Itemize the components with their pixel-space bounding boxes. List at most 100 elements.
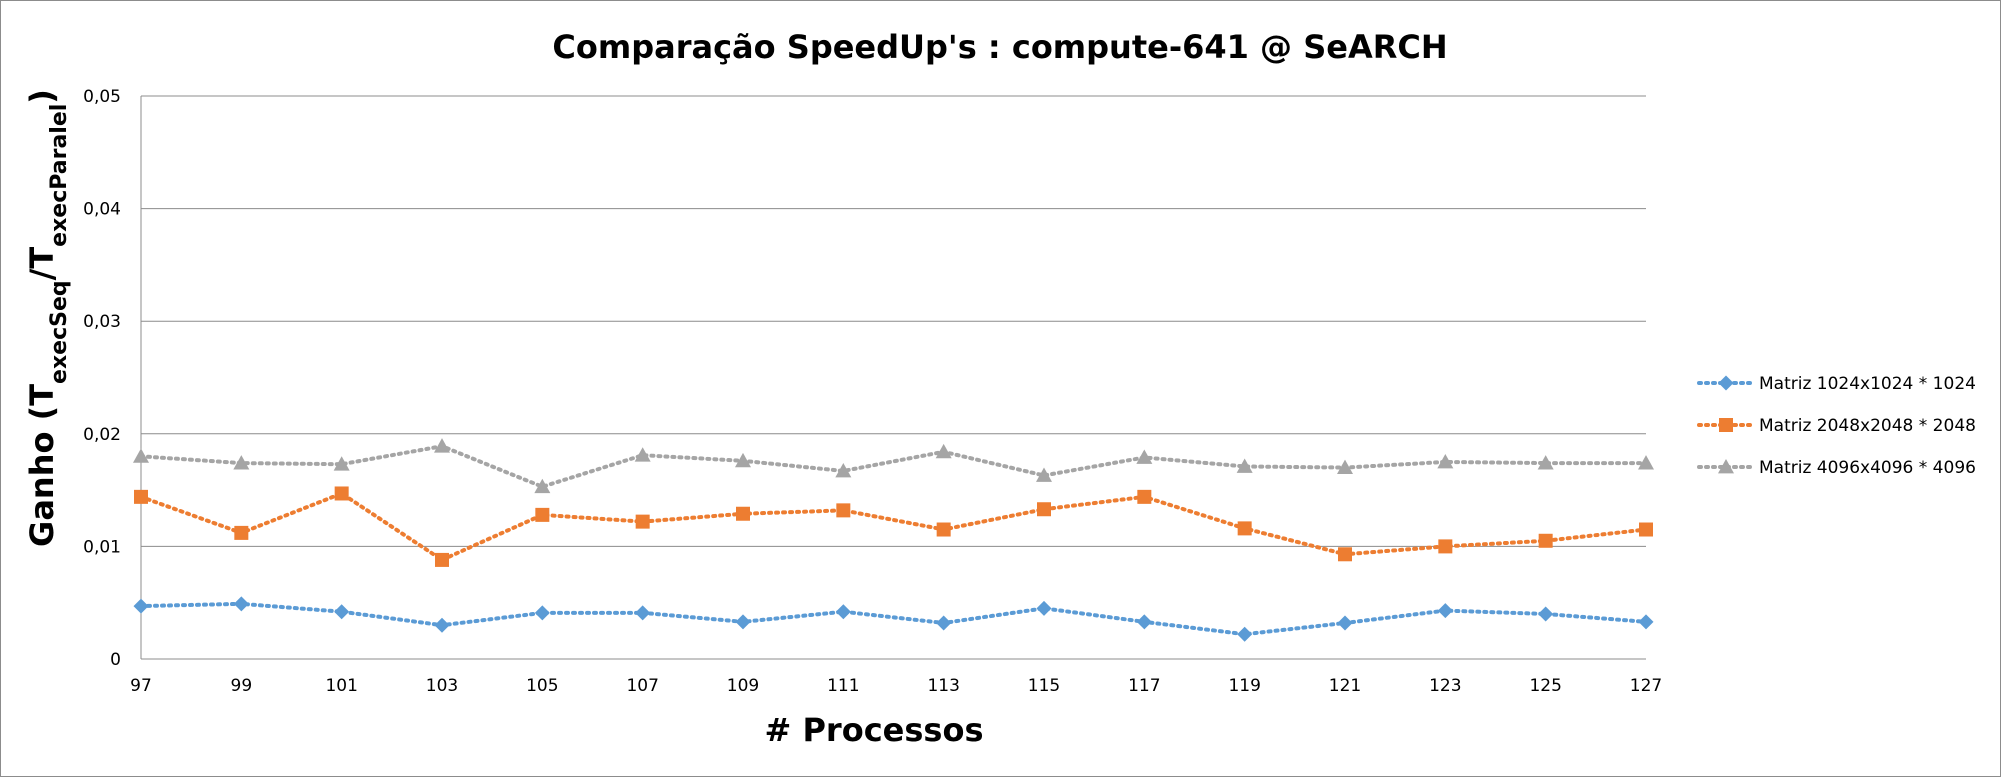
legend-label: Matriz 2048x2048 * 2048 (1759, 416, 1976, 436)
data-point (434, 617, 450, 633)
y-axis-title: Ganho (TexecSeq/TexecParalel) (23, 89, 72, 547)
x-tick-label: 99 (231, 676, 253, 696)
x-tick-label: 111 (827, 676, 859, 696)
series-line (139, 491, 1648, 563)
data-point (1136, 449, 1153, 464)
chart-title: Comparação SpeedUp's : compute-641 @ SeA… (552, 28, 1447, 66)
data-point (333, 456, 350, 471)
y-axis-title-sub2: execParalel (47, 104, 72, 247)
y-tick-label: 0,04 (83, 200, 121, 220)
x-tick-label: 107 (626, 676, 658, 696)
data-point (435, 552, 449, 567)
series-2 (134, 486, 1653, 567)
x-tick-label: 109 (727, 676, 759, 696)
data-point (534, 478, 551, 494)
x-tick-label: 113 (927, 676, 959, 696)
data-point (1236, 458, 1253, 473)
data-point (1638, 455, 1654, 470)
y-axis-title-slash: /T (23, 247, 61, 281)
data-point (1538, 606, 1554, 622)
data-point (1437, 603, 1453, 619)
y-tick-labels: 0 0,01 0,02 0,03 0,04 0,05 (83, 87, 121, 670)
x-tick-label: 101 (325, 676, 357, 696)
series-3 (133, 438, 1654, 494)
grid-layer (140, 95, 1646, 660)
data-point (134, 489, 148, 504)
data-point (233, 455, 250, 470)
data-point (234, 525, 249, 540)
data-point (133, 448, 149, 463)
data-point (1538, 533, 1553, 548)
data-point (1638, 614, 1654, 630)
data-point (1437, 453, 1454, 469)
data-point (935, 443, 952, 459)
data-point (133, 598, 149, 614)
series-1 (133, 596, 1654, 642)
x-tick-labels: 97 99 101 103 105 107 109 111 113 115 117 119 121 123… (130, 676, 1662, 696)
data-point (334, 604, 350, 620)
x-axis-title: # Processos (765, 711, 984, 749)
series-line (139, 444, 1648, 489)
data-point (735, 614, 751, 630)
data-point (1036, 467, 1052, 482)
x-tick-label: 125 (1529, 676, 1561, 696)
x-tick-label: 127 (1630, 676, 1662, 696)
y-tick-label: 0,01 (83, 537, 121, 557)
data-point (1136, 614, 1152, 630)
data-point (1137, 489, 1152, 504)
data-point (1237, 521, 1252, 536)
data-point (233, 596, 249, 612)
x-tick-label: 121 (1329, 676, 1361, 696)
legend-label: Matriz 4096x4096 * 4096 (1759, 458, 1976, 478)
data-point (635, 605, 651, 621)
x-tick-label: 115 (1028, 676, 1060, 696)
legend-item: Matriz 2048x2048 * 2048 (1697, 416, 1976, 436)
data-point (1639, 522, 1653, 537)
x-tick-label: 97 (130, 676, 152, 696)
data-point (1537, 455, 1554, 470)
legend-marker (1718, 375, 1734, 391)
legend-label: Matriz 1024x1024 * 1024 (1759, 374, 1976, 394)
legend-marker (1719, 418, 1733, 432)
data-point (1438, 539, 1453, 554)
x-tick-label: 119 (1228, 676, 1260, 696)
data-point (535, 507, 550, 522)
data-point (936, 522, 951, 537)
legend: Matriz 1024x1024 * 1024 Matriz 2048x2048 … (1697, 374, 1976, 478)
data-point (334, 486, 349, 501)
data-point (1036, 600, 1052, 616)
legend-item: Matriz 4096x4096 * 4096 (1697, 458, 1976, 478)
x-tick-label: 105 (526, 676, 558, 696)
y-tick-label: 0,05 (83, 87, 121, 107)
data-point (835, 604, 851, 620)
y-axis-title-sub1: execSeq (47, 280, 72, 384)
legend-item: Matriz 1024x1024 * 1024 (1697, 374, 1976, 394)
legend-marker (1718, 459, 1734, 474)
x-tick-label: 103 (426, 676, 458, 696)
data-point (634, 447, 651, 462)
data-point (635, 514, 650, 529)
data-point (1338, 547, 1352, 562)
x-tick-label: 123 (1429, 676, 1461, 696)
data-point (1337, 615, 1353, 631)
y-tick-label: 0,02 (83, 425, 121, 445)
series-layer (133, 438, 1654, 642)
data-point (836, 503, 851, 518)
data-point (1037, 502, 1051, 517)
data-point (534, 605, 550, 621)
data-point (735, 452, 751, 468)
data-point (1337, 459, 1353, 474)
data-point (936, 615, 952, 631)
data-point (835, 462, 852, 478)
y-axis-title-base: Ganho (T (23, 384, 61, 547)
series-line (139, 601, 1648, 637)
data-point (1237, 626, 1253, 642)
x-tick-label: 117 (1128, 676, 1160, 696)
y-tick-label: 0 (110, 650, 121, 670)
y-tick-label: 0,03 (83, 312, 121, 332)
y-axis-title-close: ) (23, 89, 61, 104)
data-point (434, 438, 450, 453)
data-point (736, 506, 750, 521)
